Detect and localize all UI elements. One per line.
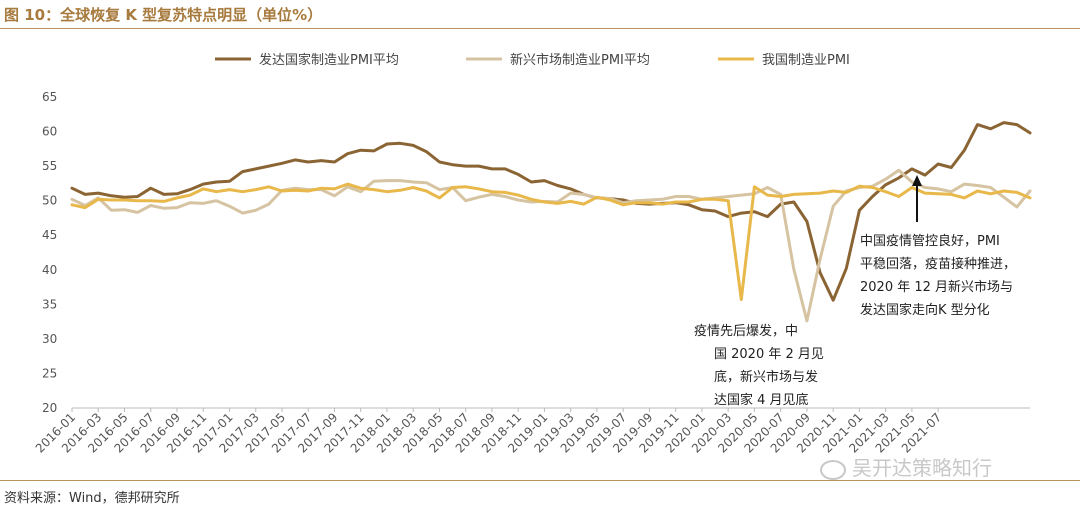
legend-label: 新兴市场制造业PMI平均 (510, 52, 650, 68)
annotation-ksplit-line-1: 中国疫情管控良好，PMI (860, 233, 1000, 249)
y-tick-label: 20 (42, 401, 57, 415)
series-line-1 (70, 121, 1032, 302)
y-tick-label: 65 (42, 90, 57, 104)
x-axis: 2016-012016-032016-052016-072016-092016-… (33, 408, 944, 456)
y-tick-label: 45 (42, 228, 57, 242)
legend-label: 我国制造业PMI (762, 53, 850, 68)
y-tick-label: 25 (42, 366, 57, 380)
annotation-ksplit-line-4: 发达国家走向K 型分化 (860, 302, 990, 318)
y-tick-label: 35 (42, 297, 57, 311)
chart-legend: 发达国家制造业PMI平均 新兴市场制造业PMI平均 我国制造业PMI (215, 52, 850, 68)
y-tick-label: 40 (42, 263, 57, 277)
pmi-line-chart: 发达国家制造业PMI平均 新兴市场制造业PMI平均 我国制造业PMI 20 25 30 3… (33, 52, 1032, 456)
annotation-covid-line-2: 国 2020 年 2 月见 (714, 347, 824, 362)
y-axis: 20 25 30 35 40 45 50 55 60 65 (42, 90, 57, 415)
annotation-arrow-head (912, 175, 922, 186)
annotation-covid-line-4: 达国家 4 月见底 (714, 392, 809, 408)
wechat-icon (820, 459, 846, 480)
y-tick-label: 60 (42, 125, 57, 139)
y-tick-label: 50 (42, 194, 57, 208)
series-lines (70, 121, 1032, 323)
watermark: 吴开达策略知行 (820, 452, 992, 481)
annotation-ksplit-line-3: 2020 年 12 月新兴市场与 (860, 279, 1013, 295)
source-note: 资料来源：Wind，德邦研究所 (4, 491, 180, 506)
legend-label: 发达国家制造业PMI平均 (259, 52, 399, 68)
annotation-covid-line-3: 底，新兴市场与发 (714, 369, 818, 385)
annotations: 疫情先后爆发，中 国 2020 年 2 月见 底，新兴市场与发 达国家 4 月见… (694, 175, 1016, 408)
annotation-ksplit-line-2: 平稳回落，疫苗接种推进， (860, 256, 1016, 272)
y-tick-label: 55 (42, 159, 57, 173)
series-line-3 (70, 182, 1032, 301)
bottom-divider (0, 480, 1080, 481)
figure-title: 图 10：全球恢复 K 型复苏特点明显（单位%） (4, 6, 323, 24)
top-divider (0, 28, 1080, 29)
watermark-text: 吴开达策略知行 (852, 456, 992, 480)
y-tick-label: 30 (42, 332, 57, 346)
annotation-covid-line-1: 疫情先后爆发，中 (694, 323, 798, 339)
